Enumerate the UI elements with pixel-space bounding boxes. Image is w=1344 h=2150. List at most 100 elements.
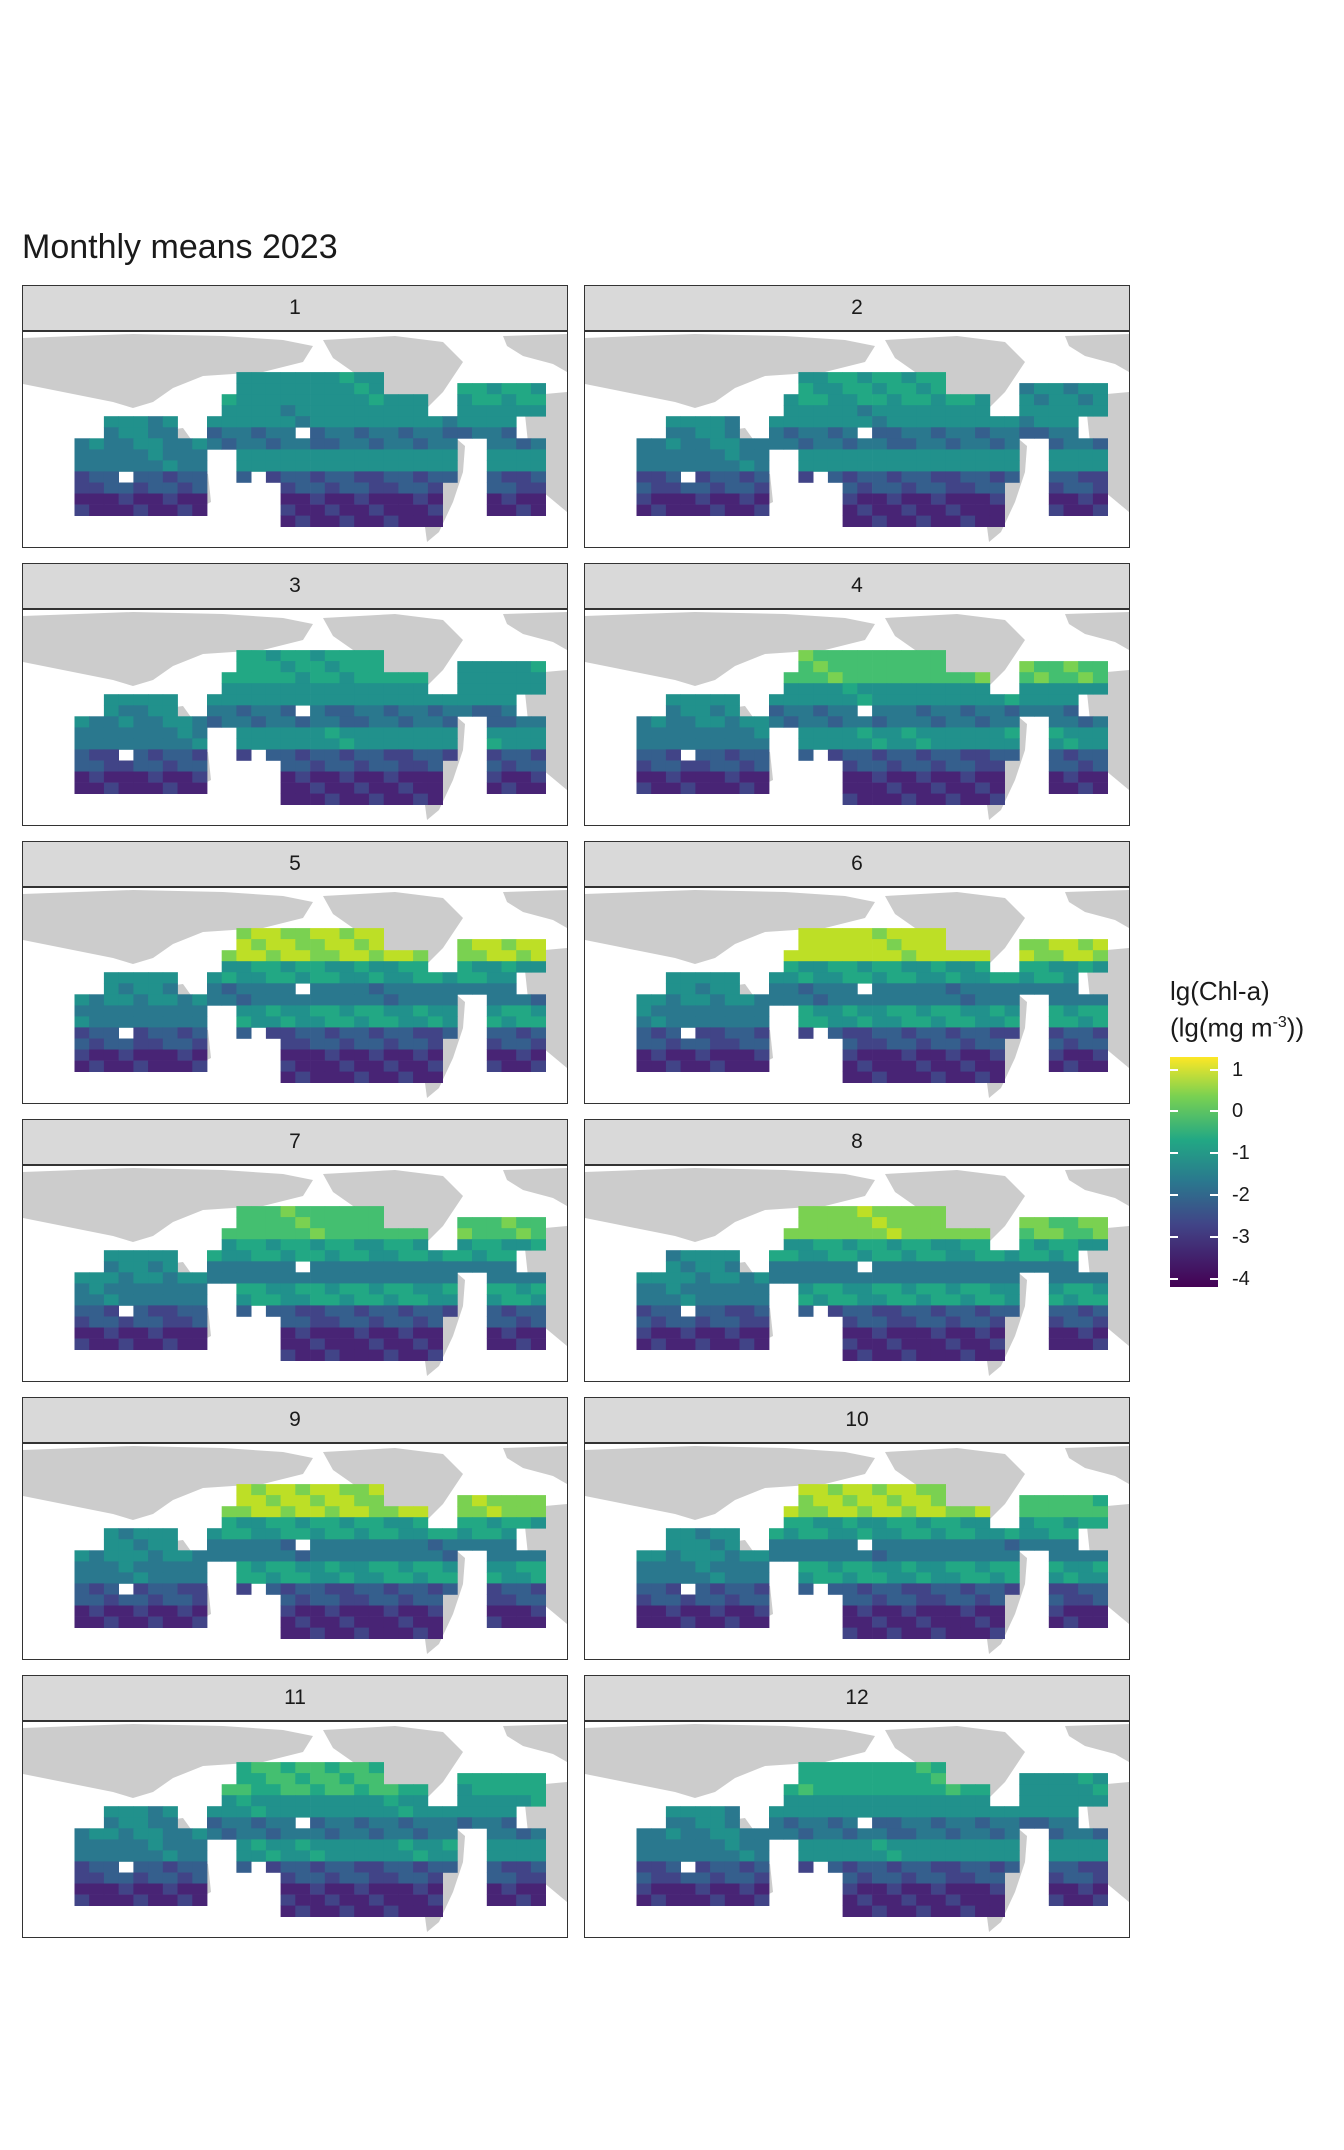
chla-cell bbox=[177, 482, 193, 494]
chla-cell bbox=[162, 1338, 178, 1350]
chla-cell bbox=[960, 1583, 976, 1595]
chla-cell bbox=[472, 1228, 488, 1240]
chla-cell bbox=[1004, 972, 1020, 984]
chla-cell bbox=[739, 1616, 755, 1628]
chla-cell bbox=[89, 460, 105, 472]
chla-cell bbox=[886, 1583, 902, 1595]
chla-cell bbox=[310, 1283, 326, 1295]
chla-cell bbox=[516, 1506, 532, 1518]
chla-cell bbox=[280, 939, 296, 951]
chla-cell bbox=[989, 1305, 1005, 1317]
chla-cell bbox=[989, 1016, 1005, 1028]
chla-cell bbox=[901, 1795, 917, 1807]
chla-cell bbox=[1078, 1495, 1094, 1507]
chla-cell bbox=[827, 438, 843, 450]
chla-cell bbox=[413, 1872, 429, 1884]
chla-cell bbox=[295, 672, 311, 684]
chla-cell bbox=[324, 504, 340, 516]
chla-cell bbox=[798, 1539, 814, 1551]
chla-cell bbox=[516, 994, 532, 1006]
chla-cell bbox=[1004, 1572, 1020, 1584]
chla-cell bbox=[1048, 1016, 1064, 1028]
chla-cell bbox=[310, 1038, 326, 1050]
chla-cell bbox=[651, 1005, 667, 1017]
chla-cell bbox=[177, 471, 193, 483]
chla-cell bbox=[251, 950, 267, 962]
chla-cell bbox=[857, 961, 873, 973]
facet-panel-month: 8 bbox=[584, 1119, 1130, 1382]
chla-cell bbox=[783, 1828, 799, 1840]
chla-cell bbox=[133, 705, 149, 717]
chla-cell bbox=[1063, 1272, 1079, 1284]
land-shape bbox=[23, 1168, 313, 1242]
chla-cell bbox=[651, 1883, 667, 1895]
chla-cell bbox=[501, 994, 517, 1006]
chla-cell bbox=[133, 482, 149, 494]
chla-cell bbox=[442, 1839, 458, 1851]
chla-cell bbox=[901, 1773, 917, 1785]
chlorophyll-map bbox=[23, 612, 567, 820]
chla-cell bbox=[989, 705, 1005, 717]
chla-cell bbox=[798, 1272, 814, 1284]
chla-cell bbox=[872, 1795, 888, 1807]
chla-cell bbox=[383, 1839, 399, 1851]
chla-cell bbox=[383, 438, 399, 450]
map-panel bbox=[22, 1443, 568, 1660]
chla-cell bbox=[710, 1261, 726, 1273]
chla-cell bbox=[710, 1005, 726, 1017]
chla-cell bbox=[842, 672, 858, 684]
chla-cell bbox=[265, 972, 281, 984]
chla-cell bbox=[74, 1828, 90, 1840]
chla-cell bbox=[901, 405, 917, 417]
chla-cell bbox=[916, 1773, 932, 1785]
chla-cell bbox=[989, 994, 1005, 1006]
chla-cell bbox=[872, 1550, 888, 1562]
chla-cell bbox=[901, 961, 917, 973]
chla-cell bbox=[901, 793, 917, 805]
chla-cell bbox=[636, 1049, 652, 1061]
chla-cell bbox=[148, 1250, 164, 1262]
chla-cell bbox=[442, 1272, 458, 1284]
chla-cell bbox=[427, 1883, 443, 1895]
chla-cell bbox=[103, 504, 119, 516]
chla-cell bbox=[945, 1027, 961, 1039]
chla-cell bbox=[339, 1773, 355, 1785]
chla-cell bbox=[354, 460, 370, 472]
chla-cell bbox=[457, 1239, 473, 1251]
chla-cell bbox=[975, 972, 991, 984]
chla-cell bbox=[133, 782, 149, 794]
chla-cell bbox=[695, 1038, 711, 1050]
chla-cell bbox=[280, 972, 296, 984]
chla-cell bbox=[842, 1795, 858, 1807]
facet-strip-label: 5 bbox=[22, 841, 568, 887]
chla-cell bbox=[827, 1850, 843, 1862]
chla-cell bbox=[89, 771, 105, 783]
chla-cell bbox=[724, 1250, 740, 1262]
chla-cell bbox=[354, 1784, 370, 1796]
chla-cell bbox=[975, 1594, 991, 1606]
chla-cell bbox=[368, 1817, 384, 1829]
chla-cell bbox=[486, 738, 502, 750]
chla-cell bbox=[651, 1828, 667, 1840]
chla-cell bbox=[192, 1316, 208, 1328]
chla-cell bbox=[398, 1627, 414, 1639]
chla-cell bbox=[236, 1484, 252, 1496]
chla-cell bbox=[798, 1828, 814, 1840]
chla-cell bbox=[442, 738, 458, 750]
chla-cell bbox=[486, 1795, 502, 1807]
chla-cell bbox=[680, 493, 696, 505]
chla-cell bbox=[413, 672, 429, 684]
chla-cell bbox=[133, 1283, 149, 1295]
chla-cell bbox=[383, 760, 399, 772]
chla-cell bbox=[724, 438, 740, 450]
chla-cell bbox=[916, 983, 932, 995]
chla-cell bbox=[901, 394, 917, 406]
chla-cell bbox=[872, 1272, 888, 1284]
chla-cell bbox=[989, 1616, 1005, 1628]
facet-strip-label: 8 bbox=[584, 1119, 1130, 1165]
chla-cell bbox=[665, 1883, 681, 1895]
map-panel bbox=[22, 331, 568, 548]
chla-cell bbox=[1078, 1272, 1094, 1284]
chla-cell bbox=[960, 1049, 976, 1061]
chla-cell bbox=[310, 683, 326, 695]
